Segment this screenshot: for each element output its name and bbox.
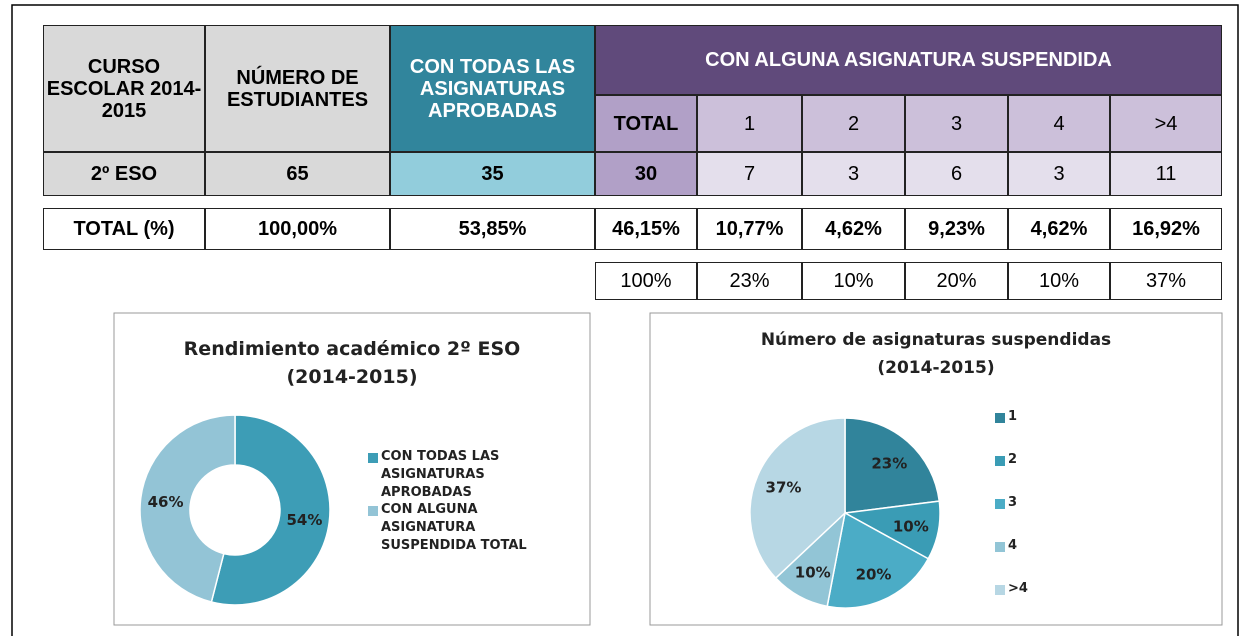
pie-slice [844,417,941,514]
data-label: 10% [795,564,831,582]
chart-box [649,312,1223,626]
data-label: 46% [148,493,184,511]
header-cell: 2 [802,95,905,152]
table-cell: 3 [1008,152,1110,196]
table-cell: 10,77% [697,208,802,250]
table-cell: 10% [1008,262,1110,300]
table-cell: 4,62% [802,208,905,250]
table-cell: 100% [595,262,697,300]
data-label: 10% [893,518,929,536]
chart-title: (2014-2015) [877,358,994,378]
data-label: 37% [766,478,802,496]
legend-swatch [995,456,1005,466]
pie-slice [749,417,846,580]
header-cell: CON ALGUNA ASIGNATURA SUSPENDIDA [595,25,1222,95]
table-cell: TOTAL (%) [43,208,205,250]
table-cell: 9,23% [905,208,1008,250]
table-cell: 7 [697,152,802,196]
frame [11,4,1239,636]
header-cell: >4 [1110,95,1222,152]
header-cell: NÚMERO DE ESTUDIANTES [205,25,390,152]
legend-label: 3 [1008,495,1018,510]
donut-segment [210,414,331,606]
legend-swatch [995,585,1005,595]
table-cell: 10% [802,262,905,300]
legend-swatch [368,506,378,516]
data-label: 20% [856,566,892,584]
table-cell: 53,85% [390,208,595,250]
table-cell: 6 [905,152,1008,196]
chart-title: Rendimiento académico 2º ESO [184,338,521,360]
table-cell: 100,00% [205,208,390,250]
header-cell: 1 [697,95,802,152]
header-cell: 4 [1008,95,1110,152]
legend-swatch [995,542,1005,552]
data-label: 54% [286,511,322,529]
table-cell: 16,92% [1110,208,1222,250]
legend-label: >4 [1008,581,1028,596]
table-cell: 30 [595,152,697,196]
header-cell: 3 [905,95,1008,152]
chart-title: Número de asignaturas suspendidas [761,330,1111,350]
table-cell: 2º ESO [43,152,205,196]
donut-segment [139,414,236,603]
legend-label: 4 [1008,538,1018,553]
header-cell: CURSO ESCOLAR 2014-2015 [43,25,205,152]
table-cell: 4,62% [1008,208,1110,250]
table-cell: 35 [390,152,595,196]
legend-label: 2 [1008,452,1018,467]
table-cell: 3 [802,152,905,196]
legend-label: 1 [1008,409,1018,424]
header-cell: CON TODAS LAS ASIGNATURAS APROBADAS [390,25,595,152]
legend-swatch [995,499,1005,509]
pie-slice [826,511,930,609]
table-cell: 37% [1110,262,1222,300]
table-cell: 20% [905,262,1008,300]
legend-label: CON ALGUNA ASIGNATURA SUSPENDIDA TOTAL [381,502,527,553]
table-cell: 23% [697,262,802,300]
table-cell: 46,15% [595,208,697,250]
table-cell: 11 [1110,152,1222,196]
legend-label: CON TODAS LAS ASIGNATURAS APROBADAS [381,449,500,500]
header-cell: TOTAL [595,95,697,152]
legend-swatch [995,413,1005,423]
chart-title: (2014-2015) [286,366,417,388]
legend-swatch [368,453,378,463]
table-cell: 65 [205,152,390,196]
data-label: 23% [871,455,907,473]
